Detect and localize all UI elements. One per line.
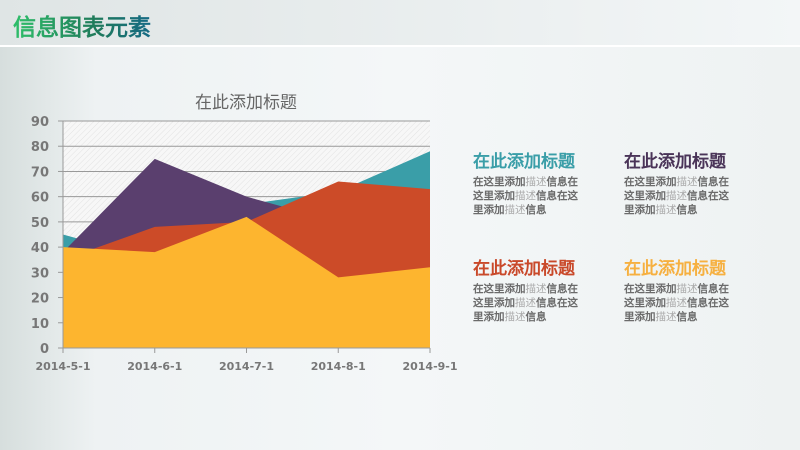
desc-segment: 这里添加: [473, 297, 515, 309]
desc-segment: 信息: [525, 204, 547, 216]
desc-segment: 信息在这: [536, 297, 578, 309]
x-tick-label: 2014-7-1: [219, 360, 274, 373]
area-series-4: [63, 216, 430, 348]
desc-segment: 信息: [676, 311, 698, 323]
desc-segment: 描述: [525, 176, 547, 188]
desc-segment: 描述: [676, 283, 698, 295]
info-block-title: 在此添加标题: [473, 259, 575, 279]
desc-segment: 信息在这: [536, 190, 578, 202]
x-tick-label: 2014-9-1: [402, 360, 457, 373]
info-block-desc: 在这里添加描述信息在 这里添加描述信息在这 里添加描述信息: [624, 175, 749, 217]
y-tick-label: 80: [31, 140, 49, 155]
y-tick-label: 40: [31, 241, 49, 256]
info-block: 在此添加标题 在这里添加描述信息在 这里添加描述信息在这 里添加描述信息: [624, 254, 749, 324]
desc-segment: 信息: [525, 311, 547, 323]
desc-segment: 描述: [504, 311, 526, 323]
desc-segment: 这里添加: [624, 297, 666, 309]
desc-segment: 这里添加: [473, 190, 515, 202]
info-block-desc: 在这里添加描述信息在 这里添加描述信息在这 里添加描述信息: [624, 282, 749, 324]
desc-segment: 信息在这: [687, 190, 729, 202]
desc-segment: 信息: [676, 204, 698, 216]
desc-segment: 描述: [655, 311, 677, 323]
x-tick-label: 2014-8-1: [311, 360, 366, 373]
y-tick-label: 50: [31, 216, 49, 231]
desc-segment: 描述: [666, 297, 687, 309]
desc-segment: 信息在: [546, 283, 579, 295]
y-tick-label: 20: [31, 292, 49, 307]
desc-segment: 描述: [515, 190, 536, 202]
desc-segment: 描述: [525, 283, 547, 295]
info-block: 在此添加标题 在这里添加描述信息在 这里添加描述信息在这 里添加描述信息: [473, 147, 598, 217]
x-tick-label: 2014-6-1: [127, 360, 182, 373]
y-tick-label: 10: [31, 317, 49, 332]
desc-segment: 里添加: [624, 311, 656, 323]
desc-segment: 信息在: [697, 283, 730, 295]
desc-segment: 描述: [676, 176, 698, 188]
desc-segment: 信息在: [546, 176, 579, 188]
desc-segment: 这里添加: [624, 190, 666, 202]
desc-segment: 里添加: [473, 204, 505, 216]
y-tick-label: 0: [40, 342, 49, 357]
page-title: 信息图表元素: [13, 8, 151, 42]
desc-segment: 里添加: [624, 204, 656, 216]
desc-segment: 描述: [655, 204, 677, 216]
desc-segment: 在这里添加: [624, 283, 677, 295]
desc-segment: 在这里添加: [473, 176, 526, 188]
desc-segment: 描述: [504, 204, 526, 216]
info-block-desc: 在这里添加描述信息在 这里添加描述信息在这 里添加描述信息: [473, 175, 598, 217]
desc-segment: 在这里添加: [624, 176, 677, 188]
header-divider: [0, 45, 800, 47]
y-tick-label: 90: [31, 115, 49, 130]
y-tick-label: 70: [31, 165, 49, 180]
header-bar: [0, 0, 800, 45]
desc-segment: 里添加: [473, 311, 505, 323]
desc-segment: 描述: [515, 297, 536, 309]
x-tick-label: 2014-5-1: [35, 360, 90, 373]
y-tick-label: 60: [31, 191, 49, 206]
chart-title: 在此添加标题: [195, 93, 297, 113]
info-block: 在此添加标题 在这里添加描述信息在 这里添加描述信息在这 里添加描述信息: [473, 254, 598, 324]
info-block: 在此添加标题 在这里添加描述信息在 这里添加描述信息在这 里添加描述信息: [624, 147, 749, 217]
y-tick-label: 30: [31, 266, 49, 281]
desc-segment: 信息在这: [687, 297, 729, 309]
info-block-title: 在此添加标题: [624, 152, 726, 172]
desc-segment: 在这里添加: [473, 283, 526, 295]
desc-segment: 描述: [666, 190, 687, 202]
info-block-title: 在此添加标题: [624, 259, 726, 279]
info-block-desc: 在这里添加描述信息在 这里添加描述信息在这 里添加描述信息: [473, 282, 598, 324]
info-block-title: 在此添加标题: [473, 152, 575, 172]
desc-segment: 信息在: [697, 176, 730, 188]
